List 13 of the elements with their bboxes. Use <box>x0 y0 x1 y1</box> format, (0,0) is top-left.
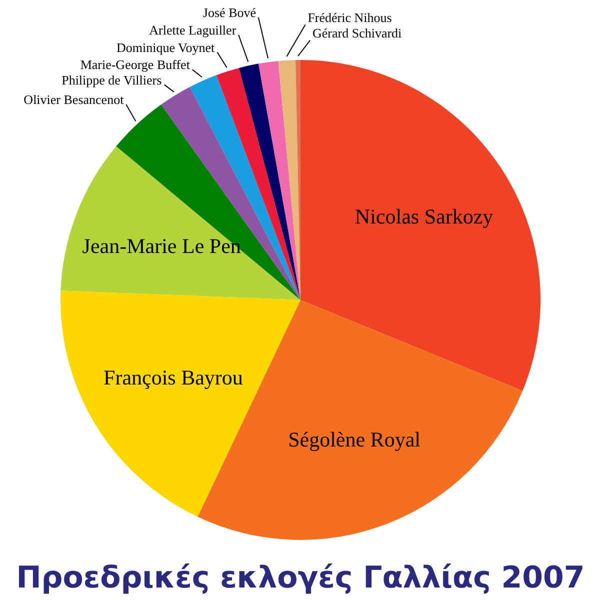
slice-label: François Bayrou <box>104 365 244 390</box>
slice-label: José Bové <box>202 5 256 20</box>
slice-label: Olivier Besancenot <box>24 92 124 108</box>
slice-label: Marie-George Buffet <box>80 57 190 72</box>
slice-label: Nicolas Sarkozy <box>354 204 494 228</box>
slice-label: Philippe de Villiers <box>62 72 162 88</box>
slice-label: Ségolène Royal <box>288 428 421 452</box>
slice-label: Dominique Voynet <box>116 40 215 55</box>
slice-label: Jean-Marie Le Pen <box>82 234 242 258</box>
slice-label: Frédéric Nihous <box>308 10 392 25</box>
slice-label: Gérard Schivardi <box>312 26 402 41</box>
slice-label: Arlette Laguiller <box>149 22 237 38</box>
text: Προεδρικές εκλογές Γαλλίας 2007 <box>16 560 585 596</box>
